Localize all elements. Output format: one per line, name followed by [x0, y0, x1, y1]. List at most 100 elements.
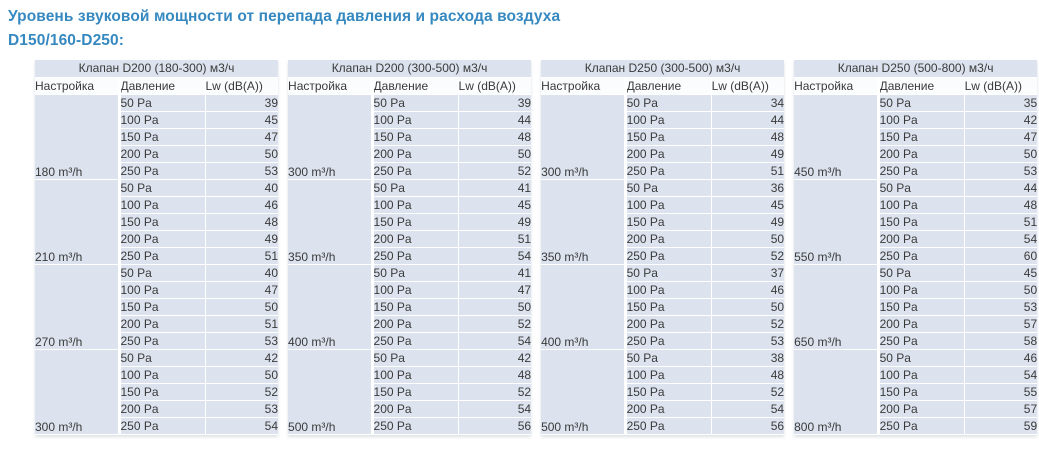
pressure-cell: 250 Pa [876, 162, 965, 180]
lw-value-cell: 44 [457, 111, 532, 129]
table-row: 650 m³/h 50 Pa 45 [794, 264, 1038, 350]
pressure-cell: 200 Pa [876, 400, 965, 418]
table-row: 350 m³/h 50 Pa 41 [288, 179, 532, 265]
lw-value-cell: 49 [710, 213, 785, 231]
lw-value-cell: 48 [457, 366, 532, 384]
pressure-cell: 150 Pa [117, 128, 205, 146]
lw-value-cell: 54 [963, 366, 1038, 384]
lw-value-cell: 48 [710, 366, 785, 384]
table-row: 150 Pa 52 [288, 383, 532, 401]
lw-value-cell: 46 [204, 196, 279, 214]
pressure-cell: 250 Pa [623, 417, 712, 435]
lw-value-cell: 46 [963, 349, 1038, 367]
table-row: 200 Pa 50 [35, 145, 279, 163]
lw-value-cell: 52 [710, 315, 785, 333]
table-row: 100 Pa 47 [35, 281, 279, 299]
lw-value-cell: 52 [710, 383, 785, 401]
lw-value-cell: 51 [204, 247, 279, 265]
lw-value-cell: 58 [963, 332, 1038, 350]
table-row: 150 Pa 47 [794, 128, 1038, 146]
lw-value-cell: 38 [710, 349, 785, 367]
setting-cell: 400 m³/h [288, 264, 373, 350]
setting-cell: 300 m³/h [288, 94, 373, 180]
table-row: 150 Pa 50 [288, 298, 532, 316]
table-row: 800 m³/h 50 Pa 46 [794, 349, 1038, 435]
pressure-cell: 100 Pa [623, 111, 712, 129]
table-row: 250 Pa 52 [288, 162, 532, 180]
table-row: 100 Pa 45 [541, 196, 785, 214]
pressure-cell: 150 Pa [623, 213, 712, 231]
lw-value-cell: 50 [204, 366, 279, 384]
table-row: 250 Pa 58 [794, 332, 1038, 350]
table-title-row: Клапан D200 (180-300) м3/ч [35, 60, 279, 78]
pressure-cell: 150 Pa [623, 128, 712, 146]
setting-cell: 400 m³/h [541, 264, 626, 350]
column-header-pressure: Давление [876, 77, 965, 95]
pressure-cell: 250 Pa [370, 417, 459, 435]
tables-container: Клапан D200 (180-300) м3/ч Настройка Давле… [35, 60, 1039, 435]
pressure-cell: 100 Pa [370, 281, 459, 299]
table-row: 200 Pa 52 [288, 315, 532, 333]
pressure-cell: 100 Pa [623, 196, 712, 214]
table-title-row: Клапан D200 (300-500) м3/ч [288, 60, 532, 78]
column-header-setting: Настройка [541, 77, 626, 95]
pressure-cell: 250 Pa [117, 162, 205, 180]
lw-value-cell: 57 [963, 315, 1038, 333]
lw-value-cell: 56 [710, 417, 785, 435]
pressure-cell: 50 Pa [623, 94, 712, 112]
lw-value-cell: 50 [457, 145, 532, 163]
valve-table: Клапан D250 (300-500) м3/ч Настройка Давле… [541, 60, 785, 435]
lw-value-cell: 44 [710, 111, 785, 129]
lw-value-cell: 49 [457, 213, 532, 231]
lw-value-cell: 56 [457, 417, 532, 435]
pressure-cell: 150 Pa [370, 383, 459, 401]
lw-value-cell: 48 [710, 128, 785, 146]
table-row: 200 Pa 54 [794, 230, 1038, 248]
table-row: 350 m³/h 50 Pa 36 [541, 179, 785, 265]
table-row: 250 Pa 54 [35, 417, 279, 435]
pressure-cell: 200 Pa [623, 230, 712, 248]
pressure-cell: 50 Pa [623, 179, 712, 197]
setting-cell: 500 m³/h [288, 349, 373, 435]
pressure-cell: 50 Pa [117, 94, 205, 112]
table-row: 150 Pa 55 [794, 383, 1038, 401]
setting-cell: 270 m³/h [35, 264, 119, 350]
table-row: 250 Pa 56 [288, 417, 532, 435]
pressure-cell: 50 Pa [370, 264, 459, 282]
pressure-cell: 200 Pa [623, 145, 712, 163]
table-row: 200 Pa 50 [794, 145, 1038, 163]
table-row: 150 Pa 47 [35, 128, 279, 146]
pressure-cell: 200 Pa [370, 230, 459, 248]
setting-cell: 550 m³/h [794, 179, 879, 265]
lw-value-cell: 42 [457, 349, 532, 367]
pressure-cell: 200 Pa [117, 400, 205, 418]
pressure-cell: 200 Pa [370, 145, 459, 163]
table-row: 100 Pa 48 [794, 196, 1038, 214]
pressure-cell: 50 Pa [370, 179, 459, 197]
pressure-cell: 50 Pa [370, 94, 459, 112]
pressure-cell: 250 Pa [876, 247, 965, 265]
page-title: Уровень звуковой мощности от перепада да… [8, 8, 561, 49]
table-row: 100 Pa 44 [288, 111, 532, 129]
pressure-cell: 200 Pa [623, 400, 712, 418]
lw-value-cell: 57 [963, 400, 1038, 418]
lw-value-cell: 45 [457, 196, 532, 214]
table-row: 250 Pa 52 [541, 247, 785, 265]
lw-value-cell: 39 [457, 94, 532, 112]
pressure-cell: 150 Pa [370, 128, 459, 146]
table-row: 100 Pa 48 [541, 366, 785, 384]
pressure-cell: 100 Pa [623, 281, 712, 299]
pressure-cell: 250 Pa [876, 417, 965, 435]
lw-value-cell: 51 [710, 162, 785, 180]
table-row: 100 Pa 48 [288, 366, 532, 384]
lw-value-cell: 52 [457, 315, 532, 333]
valve-table: Клапан D200 (180-300) м3/ч Настройка Давле… [35, 60, 279, 435]
lw-value-cell: 48 [204, 213, 279, 231]
pressure-cell: 200 Pa [876, 230, 965, 248]
setting-cell: 300 m³/h [541, 94, 626, 180]
table-row: 270 m³/h 50 Pa 40 [35, 264, 279, 350]
pressure-cell: 50 Pa [370, 349, 459, 367]
lw-value-cell: 51 [457, 230, 532, 248]
table-row: 500 m³/h 50 Pa 38 [541, 349, 785, 435]
pressure-cell: 150 Pa [117, 383, 205, 401]
